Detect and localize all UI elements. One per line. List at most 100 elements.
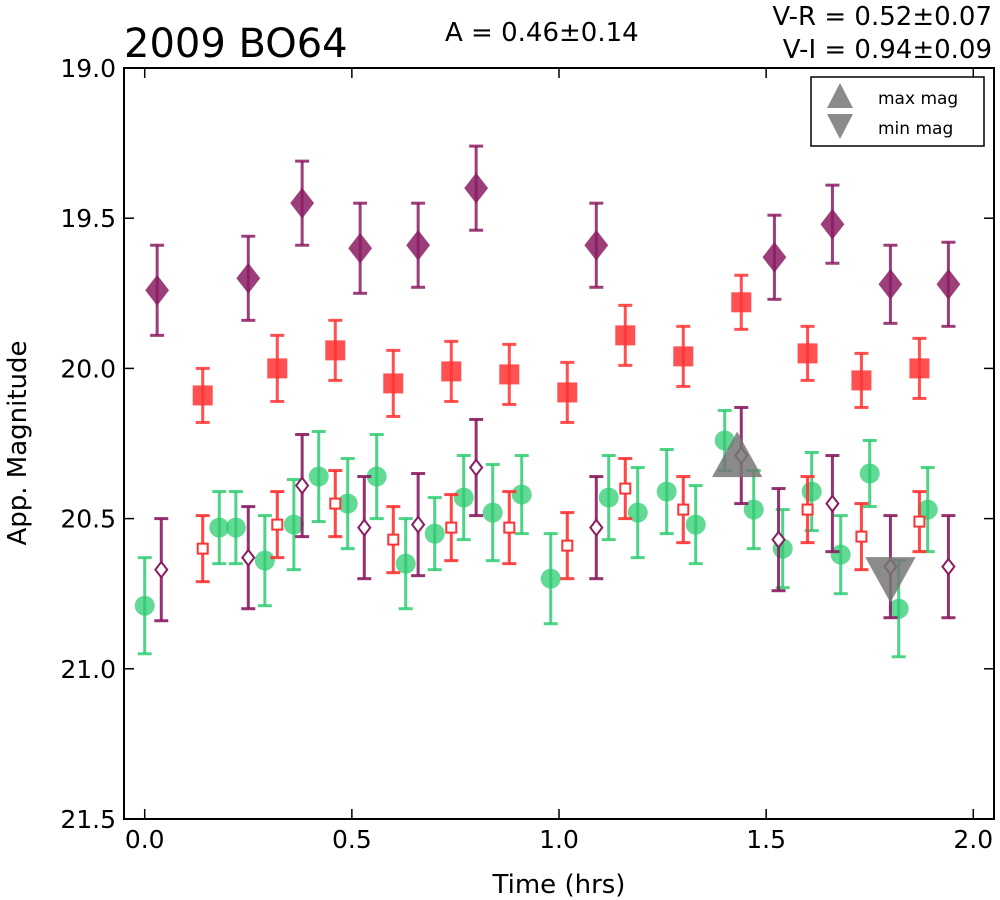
data-point bbox=[464, 172, 489, 204]
data-point bbox=[337, 493, 358, 514]
legend-min-mag-label: min mag bbox=[878, 119, 953, 139]
data-point bbox=[615, 325, 636, 346]
data-point bbox=[762, 241, 787, 273]
series-0 bbox=[145, 144, 961, 337]
data-point bbox=[424, 523, 445, 544]
y-tick-label: 19.5 bbox=[60, 204, 116, 233]
series-3 bbox=[154, 405, 956, 623]
data-point bbox=[584, 229, 609, 261]
extremum-max-marker bbox=[711, 431, 763, 478]
data-point bbox=[366, 466, 387, 487]
data-point bbox=[468, 458, 484, 477]
axes: 0.0 0.5 1.0 1.5 2.0 19.0 19.5 20.0 20.5 21.0 21.5 bbox=[60, 54, 994, 854]
data-point bbox=[134, 595, 155, 616]
data-point bbox=[825, 494, 840, 513]
legend-max-mag-marker bbox=[827, 83, 853, 108]
data-marks bbox=[134, 144, 961, 659]
data-point bbox=[271, 518, 284, 531]
data-point bbox=[348, 232, 373, 264]
data-point bbox=[383, 373, 404, 394]
data-point bbox=[236, 262, 261, 294]
y-tick-label: 20.5 bbox=[60, 505, 116, 534]
data-point bbox=[771, 530, 786, 549]
y-tick-label: 19.0 bbox=[60, 54, 116, 83]
data-point bbox=[830, 544, 851, 565]
data-point bbox=[619, 482, 632, 495]
data-point bbox=[888, 598, 909, 619]
x-tick-label: 0.0 bbox=[125, 825, 165, 854]
data-point bbox=[145, 274, 170, 306]
color-vi-label: V-I = 0.94±0.09 bbox=[783, 35, 992, 65]
data-point bbox=[225, 517, 246, 538]
data-point bbox=[801, 481, 822, 502]
legend: max mag min mag bbox=[810, 76, 985, 147]
data-point bbox=[801, 503, 814, 516]
data-point bbox=[511, 484, 532, 505]
data-point bbox=[453, 487, 474, 508]
data-point bbox=[503, 521, 516, 534]
data-point bbox=[561, 539, 574, 552]
data-point bbox=[598, 487, 619, 508]
data-point bbox=[797, 343, 818, 364]
data-point bbox=[294, 476, 310, 495]
amplitude-label: A = 0.46±0.14 bbox=[445, 18, 639, 48]
data-point bbox=[499, 364, 520, 385]
data-point bbox=[445, 521, 458, 534]
x-axis-label: Time (hrs) bbox=[492, 870, 626, 900]
data-point bbox=[936, 268, 961, 300]
data-point bbox=[196, 542, 209, 555]
data-point bbox=[410, 515, 426, 534]
data-point bbox=[656, 481, 677, 502]
y-axis-label: App. Magnitude bbox=[3, 340, 33, 545]
data-point bbox=[540, 568, 561, 589]
data-point bbox=[482, 502, 503, 523]
data-point bbox=[941, 557, 956, 576]
data-point bbox=[395, 553, 416, 574]
data-point bbox=[406, 229, 431, 261]
data-point bbox=[627, 502, 648, 523]
data-point bbox=[290, 187, 315, 219]
data-point bbox=[855, 530, 868, 543]
data-point bbox=[387, 533, 400, 546]
legend-min-mag-marker bbox=[827, 114, 853, 139]
data-point bbox=[308, 466, 329, 487]
data-point bbox=[357, 518, 372, 537]
data-point bbox=[441, 361, 462, 382]
data-point bbox=[685, 514, 706, 535]
data-point bbox=[851, 370, 872, 391]
series-4 bbox=[195, 457, 927, 584]
data-point bbox=[859, 463, 880, 484]
data-point bbox=[909, 358, 930, 379]
x-tick-label: 1.0 bbox=[539, 825, 579, 854]
y-tick-label: 20.0 bbox=[60, 354, 116, 383]
data-point bbox=[677, 503, 690, 516]
plot-frame bbox=[123, 67, 995, 820]
series-1 bbox=[192, 273, 930, 424]
data-point bbox=[154, 560, 169, 580]
data-point bbox=[329, 497, 342, 510]
data-point bbox=[283, 514, 304, 535]
y-tick-label: 21.0 bbox=[60, 655, 116, 684]
data-point bbox=[254, 550, 275, 571]
data-point bbox=[731, 292, 752, 313]
extremum-min-marker bbox=[865, 557, 916, 603]
data-point bbox=[325, 340, 346, 361]
data-point bbox=[192, 385, 213, 406]
data-point bbox=[743, 499, 764, 520]
legend-max-mag-label: max mag bbox=[878, 89, 958, 109]
x-tick-label: 0.5 bbox=[332, 825, 372, 854]
color-vr-label: V-R = 0.52±0.07 bbox=[772, 2, 992, 32]
data-point bbox=[589, 518, 604, 537]
data-point bbox=[557, 382, 578, 403]
y-tick-label: 21.5 bbox=[60, 805, 116, 834]
data-point bbox=[673, 346, 694, 367]
data-point bbox=[878, 268, 903, 300]
data-point bbox=[913, 515, 926, 528]
data-point bbox=[917, 499, 938, 520]
data-point bbox=[267, 358, 288, 379]
chart-title: 2009 BO64 bbox=[124, 21, 348, 67]
series-2 bbox=[134, 408, 938, 659]
x-tick-label: 2.0 bbox=[953, 825, 993, 854]
data-point bbox=[241, 548, 256, 567]
